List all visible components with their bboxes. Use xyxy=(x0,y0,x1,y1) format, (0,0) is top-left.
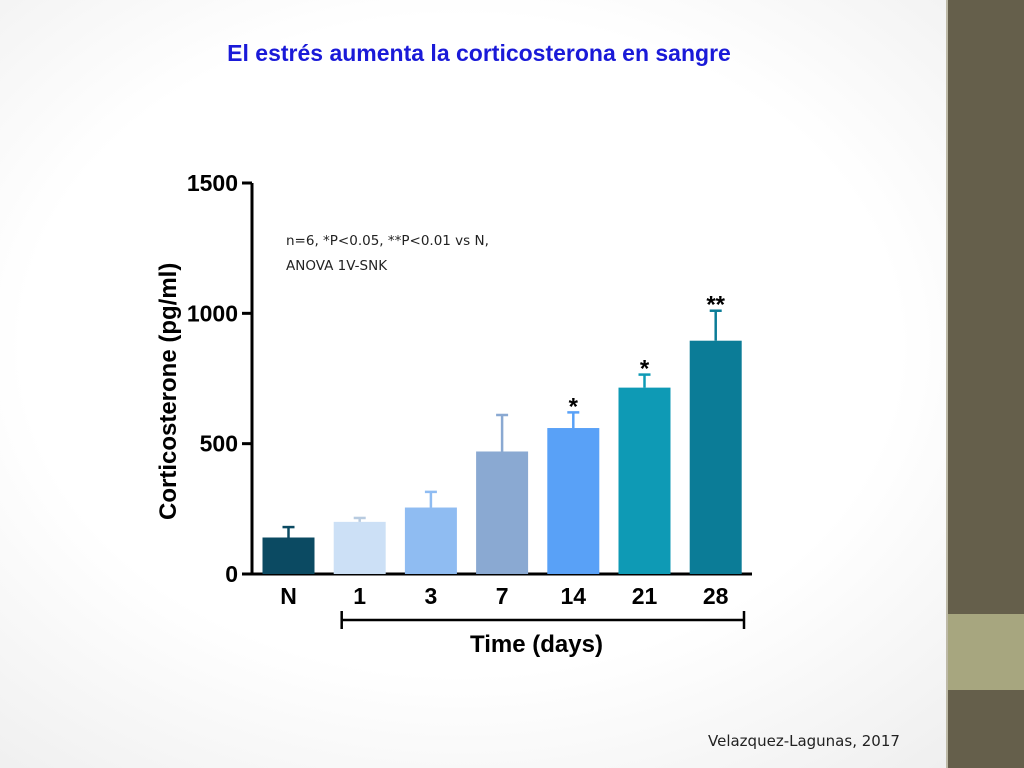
x-tick-label: 21 xyxy=(632,583,658,609)
y-tick-label: 0 xyxy=(225,561,238,587)
significance-label: ** xyxy=(706,292,725,319)
bar xyxy=(404,507,457,574)
x-tick-label: 28 xyxy=(703,583,729,609)
bar-chart: 0 500 1000 1500 N 1 3 7 14 * 21 * 28 ** n=6, *P<0.05,… xyxy=(155,170,752,658)
stats-note-line2: ANOVA 1V-SNK xyxy=(286,258,388,274)
side-divider xyxy=(946,0,948,768)
slide-title: El estrés aumenta la corticosterona en s… xyxy=(227,40,731,66)
bar xyxy=(333,521,386,574)
bar xyxy=(262,537,315,574)
x-axis-title: Time (days) xyxy=(470,631,603,658)
labels: 0 500 1000 1500 N 1 3 7 14 * 21 * 28 ** xyxy=(187,170,729,609)
bar xyxy=(476,451,529,574)
error-bars xyxy=(282,309,722,538)
significance-label: * xyxy=(640,356,650,383)
side-accent-block xyxy=(948,614,1024,690)
bar xyxy=(547,428,600,574)
stats-note-line1: n=6, *P<0.05, **P<0.01 vs N, xyxy=(286,233,489,249)
x-tick-label: 7 xyxy=(496,583,509,609)
x-tick-label: N xyxy=(280,583,297,609)
bars xyxy=(262,340,742,574)
x-tick-label: 3 xyxy=(425,583,438,609)
y-tick-label: 1500 xyxy=(187,170,238,196)
y-axis-title: Corticosterone (pg/ml) xyxy=(155,263,182,520)
x-tick-label: 14 xyxy=(561,583,587,609)
bar xyxy=(618,387,671,574)
x-tick-label: 1 xyxy=(353,583,366,609)
y-tick-label: 1000 xyxy=(187,300,238,326)
bar xyxy=(689,340,742,574)
citation: Velazquez-Lagunas, 2017 xyxy=(708,732,900,750)
y-tick-label: 500 xyxy=(200,431,238,457)
significance-label: * xyxy=(569,393,579,420)
